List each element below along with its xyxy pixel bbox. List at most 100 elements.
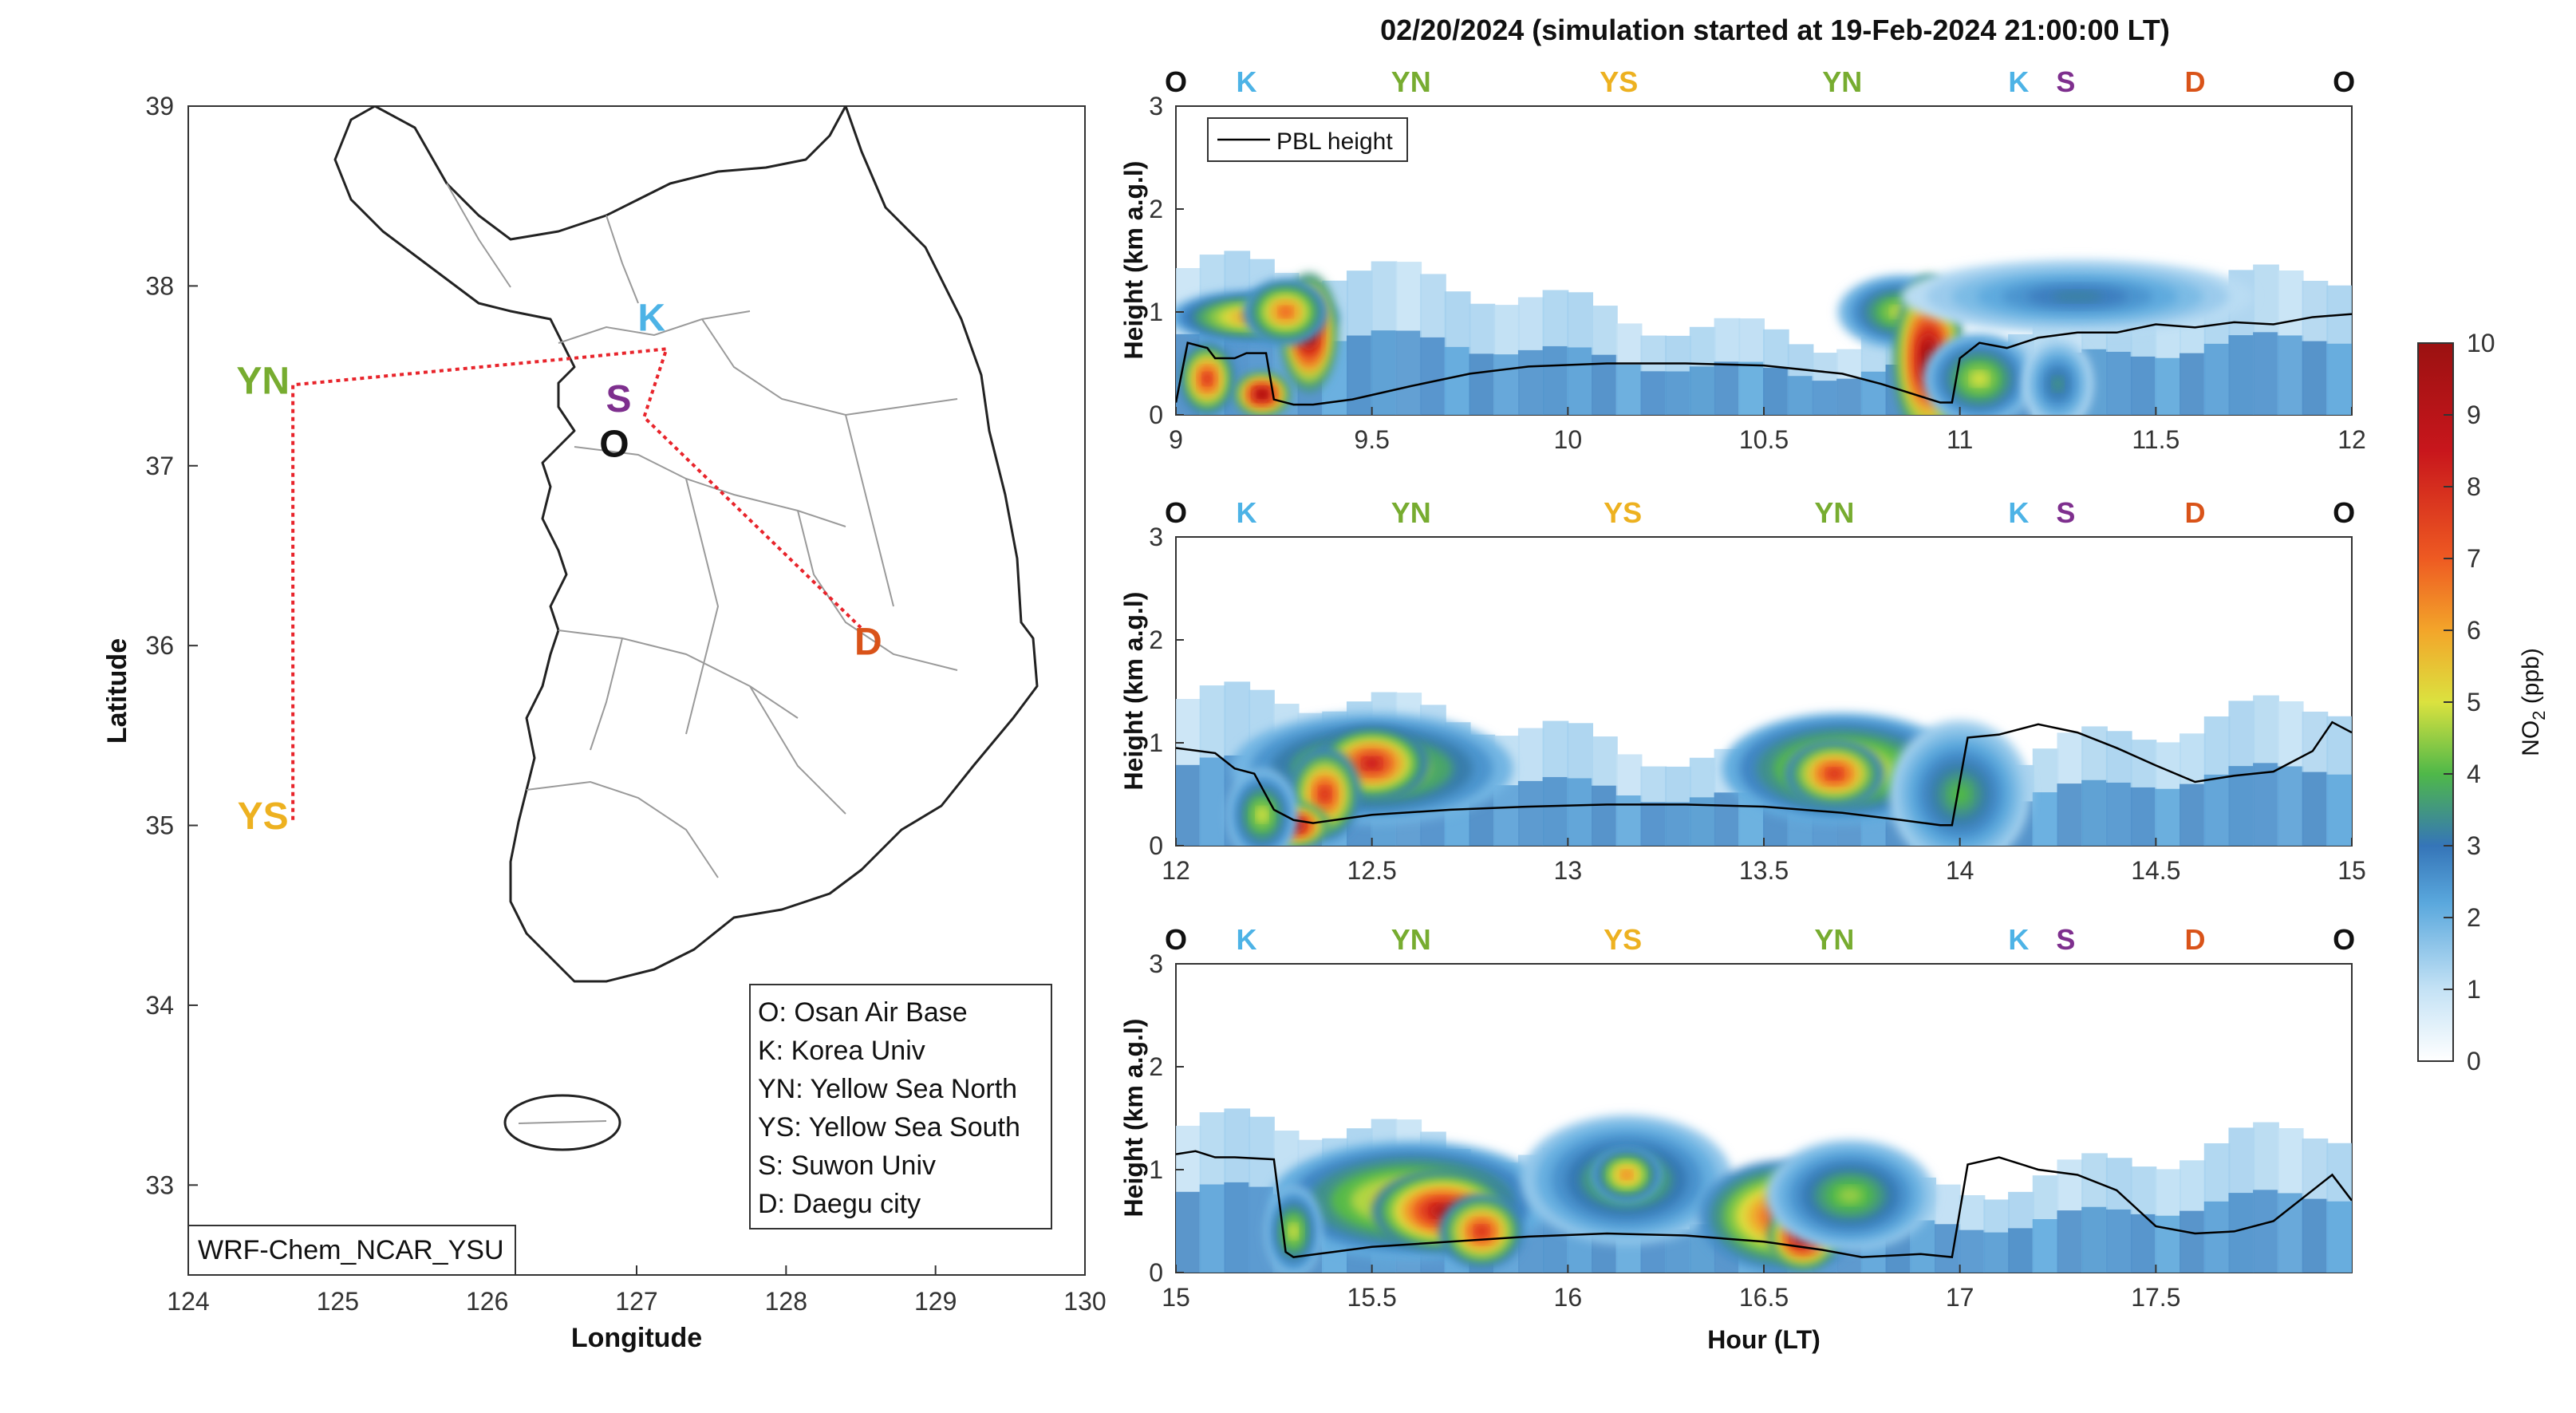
field-cell [2228, 335, 2255, 415]
field-cell [1224, 1182, 1251, 1273]
field-cell [2203, 343, 2231, 415]
field-cell [1420, 337, 1446, 415]
x-tick-label: 12.5 [1347, 856, 1397, 885]
map-y-tick-label: 38 [145, 271, 174, 300]
field-cell [2057, 783, 2084, 846]
site-label-o: O [2333, 65, 2355, 98]
map-y-tick-label: 34 [145, 991, 174, 1020]
field-cell [2032, 1219, 2059, 1273]
map-y-ticks: 33 34 35 36 37 38 39 [145, 92, 198, 1199]
site-label-ys: YS [1604, 496, 1642, 529]
field-cell [2277, 766, 2304, 846]
field-cell [2228, 1193, 2255, 1273]
field-cell [1517, 349, 1544, 415]
field-cell [2277, 1193, 2304, 1273]
site-label-o: O [2333, 496, 2355, 529]
field-cell [2180, 783, 2206, 846]
field-cell [2302, 341, 2329, 415]
colorbar-label-subscript: 2 [2529, 711, 2549, 720]
field-cell [2081, 1206, 2108, 1273]
pbl-legend-label: PBL height [1276, 128, 1393, 155]
pbl-legend: PBL height [1207, 117, 1408, 162]
concentration-patch [1320, 787, 1331, 801]
map-y-tick-label: 35 [145, 811, 174, 840]
field-cell [1615, 364, 1643, 415]
map-site-label-yn: YN [236, 361, 290, 403]
field-cell [2105, 782, 2132, 846]
field-cell [1199, 757, 1226, 846]
field-cell [2155, 357, 2182, 415]
field-cell [2105, 1209, 2132, 1273]
field-cell [1444, 346, 1471, 415]
y-tick-label: 0 [1149, 401, 1163, 429]
site-label-yn: YN [1814, 496, 1854, 529]
field-cell [2302, 1198, 2329, 1273]
field-cell [1567, 347, 1594, 415]
x-tick-label: 10.5 [1739, 425, 1789, 454]
x-tick-label: 13 [1554, 856, 1583, 885]
field-cell [2302, 772, 2329, 846]
field-cell [1640, 371, 1667, 415]
site-label-yn: YN [1814, 923, 1854, 956]
model-label-box: WRF-Chem_NCAR_YSU [187, 1225, 516, 1276]
site-label-s: S [2056, 923, 2075, 956]
field-cell [1640, 802, 1667, 846]
field-cell [1714, 792, 1741, 846]
y-tick-label: 1 [1149, 1155, 1163, 1184]
concentration-patch [1203, 373, 1212, 385]
map-y-tick-label: 37 [145, 452, 174, 480]
map-x-tick-label: 127 [615, 1287, 657, 1316]
site-labels: O K YN YS S D [236, 298, 882, 838]
concentration-patch [1258, 391, 1267, 398]
x-tick-label: 16 [1554, 1283, 1583, 1312]
y-tick-label: 1 [1149, 298, 1163, 326]
concentration-patch [1475, 1226, 1488, 1237]
y-tick-label: 2 [1149, 1052, 1163, 1081]
colorbar-tick-label: 4 [2467, 760, 2481, 788]
panel-1-x-ticks: 9 9.5 10 10.5 11 11.5 12 [1169, 407, 2366, 454]
panel-3-concentration-field [1265, 1115, 1935, 1273]
field-cell [1812, 381, 1839, 415]
site-label-s: S [2056, 496, 2075, 529]
site-label-k: K [1236, 496, 1256, 529]
map-y-tick-label: 39 [145, 92, 174, 120]
site-label-o: O [1165, 496, 1187, 529]
colorbar-label-unit: (ppb) [2518, 648, 2544, 710]
flight-route [291, 346, 862, 820]
legend-entry-s: S: Suwon Univ [758, 1151, 936, 1181]
map-x-ticks: 124 125 126 127 128 129 130 [167, 1265, 1107, 1316]
map-site-label-s: S [606, 378, 632, 420]
field-cell [1493, 354, 1520, 415]
colorbar-tick-label: 8 [2467, 472, 2481, 501]
x-tick-label: 11 [1947, 425, 1973, 454]
field-cell [1689, 366, 1716, 415]
field-cell [1665, 371, 1691, 415]
field-cell [1983, 1232, 2010, 1273]
field-cell [1176, 1191, 1201, 1273]
field-cell [1787, 376, 1814, 415]
map-site-label-o: O [599, 424, 629, 466]
field-cell [1836, 378, 1863, 415]
legend-entry-yn: YN: Yellow Sea North [758, 1074, 1017, 1104]
map-x-tick-label: 124 [167, 1287, 209, 1316]
site-label-k: K [2008, 923, 2029, 956]
field-cell [1542, 776, 1569, 846]
colorbar-tick-label: 9 [2467, 401, 2481, 429]
field-cell [1542, 345, 1569, 415]
colorbar-tick-label: 0 [2467, 1047, 2481, 1076]
field-cell [1615, 795, 1643, 846]
panel-1-y-ticks: 0 1 2 3 [1149, 92, 1184, 429]
x-tick-label: 15 [1162, 1283, 1190, 1312]
site-label-d: D [2184, 65, 2205, 98]
legend-entry-k: K: Korea Univ [758, 1036, 925, 1066]
concentration-patch [1950, 783, 1970, 805]
field-cell [2253, 1190, 2279, 1273]
field-cell [1567, 778, 1594, 846]
field-cell [1371, 330, 1398, 415]
x-tick-label: 14.5 [2131, 856, 2180, 885]
field-cell [2130, 356, 2157, 415]
panel-3-y-ticks: 0 1 2 3 [1149, 949, 1184, 1287]
province-boundaries [446, 183, 958, 878]
map-x-tick-label: 130 [1063, 1287, 1106, 1316]
site-label-k: K [2008, 496, 2029, 529]
